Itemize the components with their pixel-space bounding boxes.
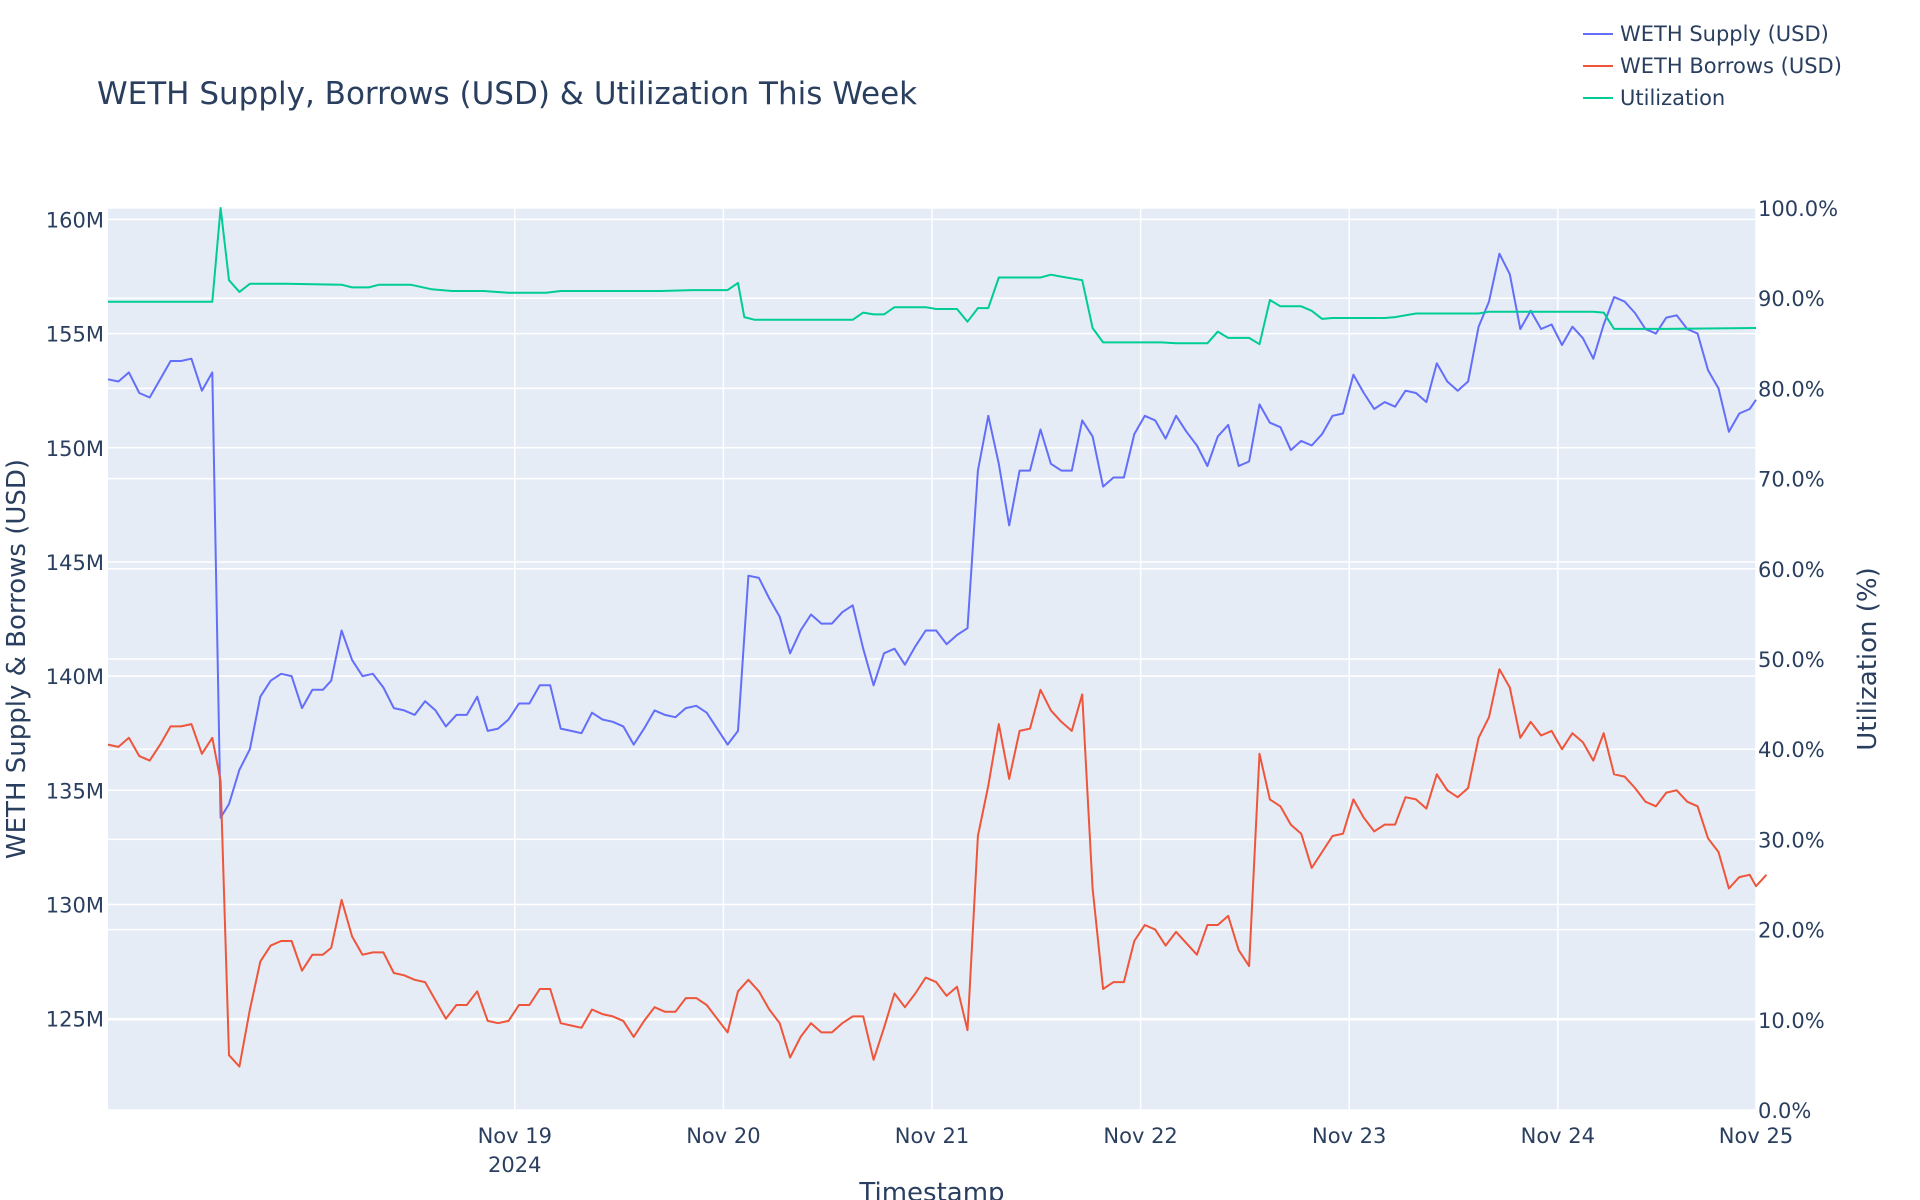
- y2-tick-label: 80.0%: [1758, 377, 1825, 401]
- y2-tick-label: 90.0%: [1758, 287, 1825, 311]
- series-line-weth-supply-usd: [107, 252, 1757, 819]
- y2-tick-label: 70.0%: [1758, 468, 1825, 492]
- y2-tick-label: 40.0%: [1758, 738, 1825, 762]
- y2-tick-label: 0.0%: [1758, 1099, 1811, 1123]
- y-axis-ticks: 125M 130M 135M 140M 145M 150M 155M 160M: [46, 208, 104, 1031]
- x-tick-label: Nov 25: [1719, 1124, 1793, 1148]
- y-tick-label: 155M: [46, 323, 104, 347]
- x-tick-label: Nov 23: [1312, 1124, 1386, 1148]
- y-tick-label: 130M: [46, 893, 104, 917]
- x-tick-label: Nov 22: [1103, 1124, 1177, 1148]
- y-tick-label: 160M: [46, 208, 104, 232]
- x-axis-label: Timestamp: [858, 1178, 1004, 1200]
- series-line-weth-borrows-usd: [107, 668, 1768, 1068]
- x-tick-label: Nov 21: [895, 1124, 969, 1148]
- legend-label-utilization: Utilization: [1620, 86, 1725, 110]
- legend-label-weth-supply-usd: WETH Supply (USD): [1620, 22, 1829, 46]
- y-tick-label: 125M: [46, 1008, 104, 1032]
- y2-tick-label: 60.0%: [1758, 558, 1825, 582]
- y2-tick-label: 30.0%: [1758, 828, 1825, 852]
- series-layer: [107, 207, 1768, 1068]
- y-tick-label: 150M: [46, 437, 104, 461]
- y-tick-label: 140M: [46, 665, 104, 689]
- y2-tick-label: 50.0%: [1758, 648, 1825, 672]
- y-tick-label: 135M: [46, 779, 104, 803]
- x-tick-label: Nov 24: [1521, 1124, 1595, 1148]
- y2-axis-ticks: 0.0% 10.0% 20.0% 30.0% 40.0% 50.0% 60.0% 70.0% 8…: [1758, 197, 1838, 1123]
- legend-label-weth-borrows-usd: WETH Borrows (USD): [1620, 54, 1842, 78]
- legend: WETH Supply (USD) WETH Borrows (USD) Utili…: [1583, 22, 1842, 110]
- x-tick-label: Nov 19: [478, 1124, 552, 1148]
- x-tick-label: Nov 20: [686, 1124, 760, 1148]
- y-axis-label: WETH Supply & Borrows (USD): [2, 459, 32, 859]
- series-line-utilization: [108, 207, 1757, 346]
- x-axis-ticks: Nov 19 2024 Nov 20 Nov 21 Nov 22 Nov 23 Nov 24…: [478, 1124, 1794, 1177]
- y2-axis-label: Utilization (%): [1853, 567, 1883, 751]
- grid: [108, 207, 1757, 1111]
- y2-tick-label: 100.0%: [1758, 197, 1838, 221]
- y-tick-label: 145M: [46, 551, 104, 575]
- x-tick-sublabel: 2024: [488, 1153, 541, 1177]
- chart-title: WETH Supply, Borrows (USD) & Utilization…: [97, 76, 917, 112]
- y2-tick-label: 20.0%: [1758, 919, 1825, 943]
- y2-tick-label: 10.0%: [1758, 1009, 1825, 1033]
